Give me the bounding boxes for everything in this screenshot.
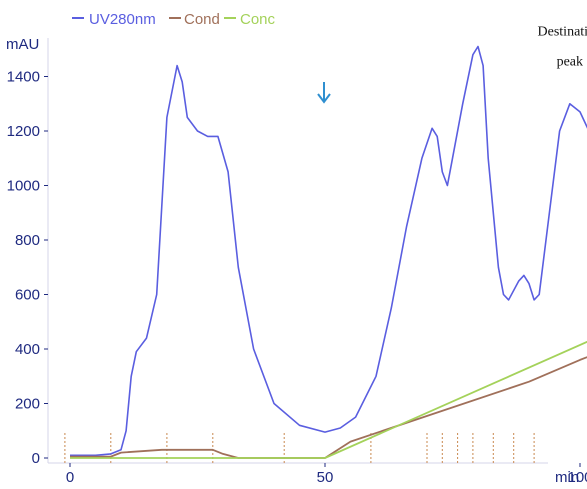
- y-tick-label: 1000: [7, 178, 40, 195]
- annotation-1: peak: [557, 55, 583, 70]
- annotation-0: Destination: [538, 25, 587, 40]
- x-axis-unit: min: [555, 469, 579, 486]
- y-tick-label: 200: [15, 396, 40, 413]
- series-line-conc: [70, 340, 587, 459]
- x-tick-label: 50: [317, 469, 334, 486]
- y-tick-label: 600: [15, 287, 40, 304]
- destination-peak-arrow: [317, 82, 331, 104]
- axes: 0200400600800100012001400050100150: [7, 38, 587, 486]
- legend-label-cond: Cond: [184, 11, 220, 28]
- legend-label-uv280nm: UV280nm: [89, 11, 156, 28]
- y-tick-label: 800: [15, 232, 40, 249]
- y-tick-label: 1400: [7, 69, 40, 86]
- series-line-uv280nm: [70, 45, 587, 457]
- y-tick-label: 400: [15, 341, 40, 358]
- legend-label-conc: Conc: [240, 11, 276, 28]
- series-lines: [70, 45, 587, 459]
- x-tick-label: 100: [567, 469, 587, 486]
- series-line-cond: [70, 356, 587, 459]
- y-tick-label: 1200: [7, 123, 40, 140]
- x-tick-label: 0: [66, 469, 74, 486]
- y-tick-label: 0: [32, 450, 40, 467]
- legend: UV280nm Cond Conc: [72, 11, 276, 28]
- annotations: Destinationpeak0,5M NaOH CIP: [538, 25, 587, 70]
- y-axis-unit: mAU: [6, 36, 39, 53]
